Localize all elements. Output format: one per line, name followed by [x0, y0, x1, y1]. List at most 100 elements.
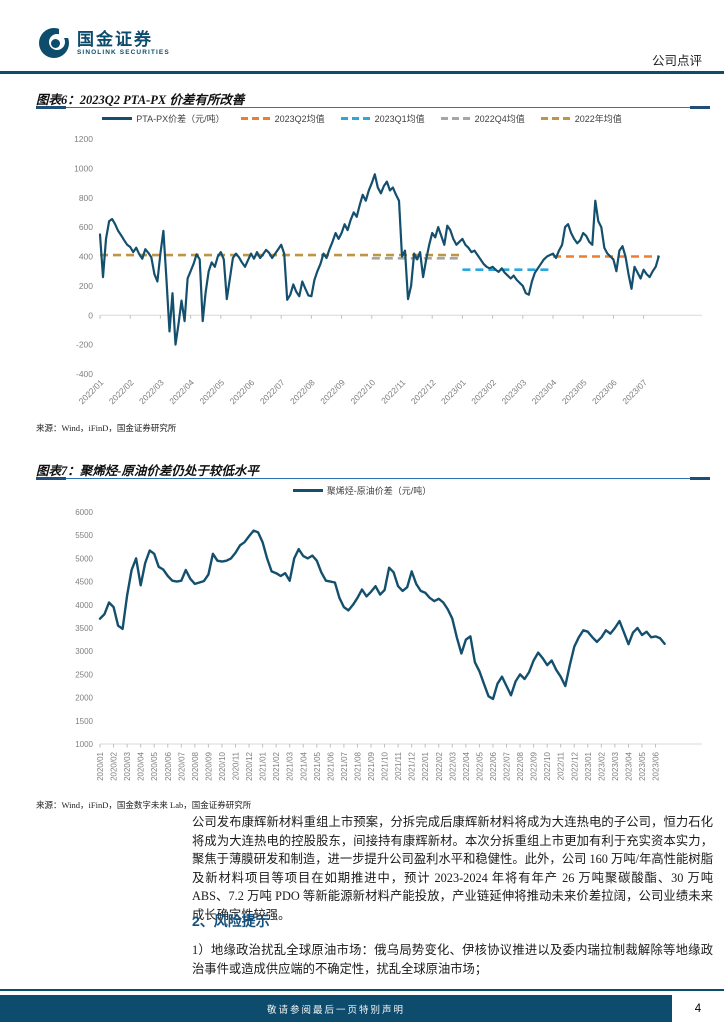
svg-text:2020/01: 2020/01: [96, 751, 105, 780]
svg-text:2022/02: 2022/02: [435, 751, 444, 780]
svg-text:2022/10: 2022/10: [348, 377, 377, 406]
svg-text:2022/08: 2022/08: [288, 377, 317, 406]
analysis-paragraph: 公司发布康辉新材料重组上市预案，分拆完成后康辉新材料将成为大连热电的子公司，恒力…: [192, 815, 713, 922]
svg-text:2022/11: 2022/11: [557, 751, 566, 780]
sinolink-logo-icon: [39, 28, 70, 58]
page-number: 4: [672, 995, 724, 1022]
dash-swatch: [240, 117, 271, 120]
svg-text:2022/03: 2022/03: [137, 377, 166, 406]
svg-text:2023/05: 2023/05: [560, 377, 589, 406]
svg-text:1000: 1000: [75, 740, 93, 749]
svg-text:2020/02: 2020/02: [110, 751, 119, 780]
legend-item: 2023Q2均值: [240, 112, 325, 125]
svg-text:2022/07: 2022/07: [258, 377, 287, 406]
figure7-source: 来源：Wind，iFinD，国金数字未来 Lab，国金证券研究所: [36, 800, 252, 810]
svg-text:2022/04: 2022/04: [167, 377, 196, 406]
svg-text:2022/09: 2022/09: [318, 377, 347, 406]
legend-label: 聚烯烃-原油价差（元/吨）: [326, 486, 432, 496]
svg-text:1500: 1500: [75, 717, 93, 726]
svg-text:2020/04: 2020/04: [137, 751, 146, 780]
svg-text:4000: 4000: [75, 601, 93, 610]
svg-text:2022/02: 2022/02: [107, 377, 136, 406]
footer-disclaimer-bar: 敬请参阅最后一页特别声明: [0, 995, 672, 1022]
svg-text:2023/06: 2023/06: [652, 751, 661, 780]
figure6-title: 图表6：2023Q2 PTA-PX 价差有所改善: [36, 93, 245, 107]
svg-text:2020/07: 2020/07: [177, 751, 186, 780]
svg-text:2022/11: 2022/11: [379, 377, 408, 406]
brand-name-cn: 国金证券: [77, 29, 153, 49]
svg-text:2022/01: 2022/01: [77, 377, 106, 406]
svg-text:2022/09: 2022/09: [530, 751, 539, 780]
svg-text:2021/02: 2021/02: [272, 751, 281, 780]
svg-text:2021/09: 2021/09: [367, 751, 376, 780]
svg-text:2021/01: 2021/01: [259, 751, 268, 780]
dash-swatch: [540, 117, 571, 120]
svg-text:200: 200: [79, 281, 93, 291]
risk-paragraph: 1）地缘政治扰乱全球原油市场：俄乌局势变化、伊核协议推进以及委内瑞拉制裁解除等地…: [192, 943, 713, 976]
legend-item: 2022年均值: [540, 112, 622, 125]
svg-text:600: 600: [79, 222, 93, 232]
figure6-source: 来源：Wind，iFinD，国金证券研究所: [36, 423, 177, 433]
svg-text:4500: 4500: [75, 578, 93, 587]
polyolefin-crude-spread-chart: 6000 5500 5000 4500 4000 3500 3000 2500 2000 1500…: [75, 508, 702, 781]
svg-text:5000: 5000: [75, 554, 93, 563]
svg-text:2022/07: 2022/07: [503, 751, 512, 780]
svg-text:3000: 3000: [75, 647, 93, 656]
svg-text:2023/07: 2023/07: [620, 377, 649, 406]
risk-section-heading: 2、风险提示: [192, 913, 270, 929]
svg-text:2000: 2000: [75, 694, 93, 703]
svg-text:2020/11: 2020/11: [232, 751, 241, 780]
footer-divider: [0, 989, 724, 991]
sinolink-logo: 国金证券 SINOLINK SECURITIES: [38, 27, 170, 59]
legend-item: 2023Q1均值: [340, 112, 425, 125]
svg-text:2020/03: 2020/03: [123, 751, 132, 780]
svg-text:-200: -200: [76, 340, 93, 350]
svg-text:2022/10: 2022/10: [543, 751, 552, 780]
legend-item: 2022Q4均值: [440, 112, 525, 125]
svg-text:2022/05: 2022/05: [475, 751, 484, 780]
svg-text:2023/01: 2023/01: [439, 377, 468, 406]
svg-text:2020/12: 2020/12: [245, 751, 254, 780]
brand-name-en: SINOLINK SECURITIES: [77, 48, 170, 56]
legend-label: PTA-PX价差（元/吨）: [136, 114, 225, 124]
line-swatch: [292, 489, 323, 492]
svg-text:2023/04: 2023/04: [624, 751, 633, 780]
svg-text:2023/03: 2023/03: [611, 751, 620, 780]
line-swatch: [102, 117, 133, 120]
svg-text:2022/04: 2022/04: [462, 751, 471, 780]
svg-text:1200: 1200: [74, 134, 93, 144]
svg-text:0: 0: [88, 310, 93, 320]
svg-text:400: 400: [79, 252, 93, 262]
legend-item: 聚烯烃-原油价差（元/吨）: [292, 484, 432, 497]
svg-text:2500: 2500: [75, 670, 93, 679]
svg-text:2023/05: 2023/05: [638, 751, 647, 780]
svg-text:2021/10: 2021/10: [381, 751, 390, 780]
svg-text:5500: 5500: [75, 531, 93, 540]
svg-text:2023/06: 2023/06: [590, 377, 619, 406]
figure6-legend: PTA-PX价差（元/吨） 2023Q2均值 2023Q1均值 2022Q4均值…: [0, 112, 724, 125]
svg-text:3500: 3500: [75, 624, 93, 633]
svg-text:2023/03: 2023/03: [499, 377, 528, 406]
svg-text:2020/10: 2020/10: [218, 751, 227, 780]
svg-text:2022/06: 2022/06: [489, 751, 498, 780]
svg-text:2020/06: 2020/06: [164, 751, 173, 780]
legend-label: 2022年均值: [574, 114, 622, 124]
svg-text:2021/05: 2021/05: [313, 751, 322, 780]
svg-text:2020/09: 2020/09: [204, 751, 213, 780]
svg-text:2022/08: 2022/08: [516, 751, 525, 780]
svg-text:2022/12: 2022/12: [570, 751, 579, 780]
svg-text:2021/04: 2021/04: [299, 751, 308, 780]
svg-text:800: 800: [79, 193, 93, 203]
svg-text:2021/08: 2021/08: [353, 751, 362, 780]
dash-swatch: [440, 117, 471, 120]
svg-text:2023/01: 2023/01: [584, 751, 593, 780]
legend-item: PTA-PX价差（元/吨）: [102, 112, 225, 125]
svg-text:2022/03: 2022/03: [448, 751, 457, 780]
svg-text:2023/02: 2023/02: [597, 751, 606, 780]
svg-text:6000: 6000: [75, 508, 93, 517]
svg-text:2021/12: 2021/12: [408, 751, 417, 780]
dash-swatch: [340, 117, 371, 120]
legend-label: 2023Q2均值: [274, 114, 325, 124]
